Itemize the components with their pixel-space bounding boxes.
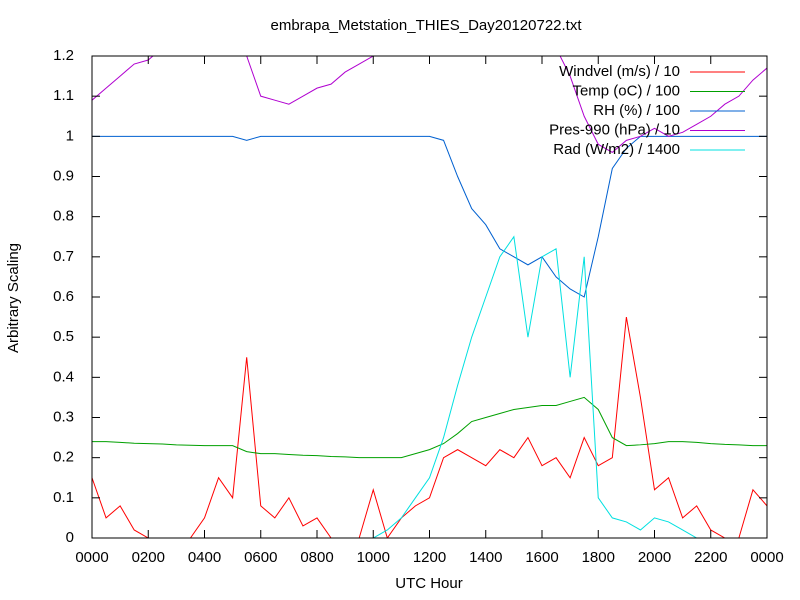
x-tick-label: 1000 xyxy=(357,549,390,566)
y-tick-label: 0.2 xyxy=(53,449,74,466)
y-tick-label: 0.9 xyxy=(53,167,74,184)
x-tick-label: 1200 xyxy=(413,549,446,566)
x-tick-label: 2000 xyxy=(638,549,671,566)
series-line xyxy=(92,135,767,298)
y-tick-label: 1 xyxy=(66,127,74,144)
y-tick-label: 0.1 xyxy=(53,489,74,506)
series-line xyxy=(92,316,767,538)
y-tick-label: 0.7 xyxy=(53,248,74,265)
x-tick-label: 0600 xyxy=(244,549,277,566)
y-tick-label: 0.8 xyxy=(53,208,74,225)
plot-area xyxy=(92,56,767,538)
legend-label: Temp (oC) / 100 xyxy=(572,82,680,99)
x-tick-label: 0200 xyxy=(132,549,165,566)
x-tick-label: 1400 xyxy=(469,549,502,566)
x-tick-label: 2200 xyxy=(694,549,727,566)
y-tick-label: 0.4 xyxy=(53,368,74,385)
series-line xyxy=(92,396,767,459)
x-tick-label: 0000 xyxy=(750,549,783,566)
chart-title: embrapa_Metstation_THIES_Day20120722.txt xyxy=(270,17,582,34)
x-tick-label: 0400 xyxy=(188,549,221,566)
y-axis-label: Arbitrary Scaling xyxy=(5,243,22,353)
x-tick-label: 1600 xyxy=(525,549,558,566)
y-tick-label: 1.2 xyxy=(53,47,74,64)
y-tick-label: 0.5 xyxy=(53,328,74,345)
legend-label: Rad (W/m2) / 1400 xyxy=(553,141,680,158)
y-tick-label: 0.3 xyxy=(53,408,74,425)
series-line xyxy=(92,235,767,538)
y-tick-label: 0 xyxy=(66,529,74,546)
x-tick-label: 1800 xyxy=(582,549,615,566)
y-tick-label: 0.6 xyxy=(53,288,74,305)
legend-label: Pres-990 (hPa) / 10 xyxy=(549,121,680,138)
x-axis-label: UTC Hour xyxy=(395,575,463,592)
y-tick-label: 1.1 xyxy=(53,87,74,104)
series-line xyxy=(92,56,767,154)
legend-label: RH (%) / 100 xyxy=(593,102,680,119)
legend-label: Windvel (m/s) / 10 xyxy=(559,63,680,80)
x-tick-label: 0000 xyxy=(75,549,108,566)
x-tick-label: 0800 xyxy=(300,549,333,566)
